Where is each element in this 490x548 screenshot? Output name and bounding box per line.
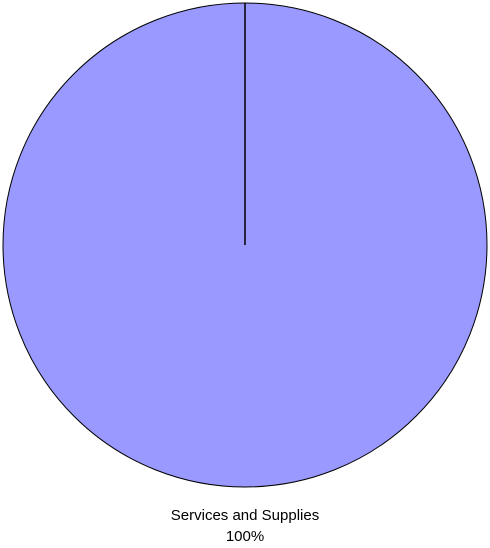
slice-percent-services-and-supplies: 100%	[226, 528, 264, 545]
slice-label-services-and-supplies: Services and Supplies	[171, 507, 319, 524]
pie-slices	[2, 2, 488, 488]
pie-labels: Services and Supplies 100%	[171, 507, 319, 545]
